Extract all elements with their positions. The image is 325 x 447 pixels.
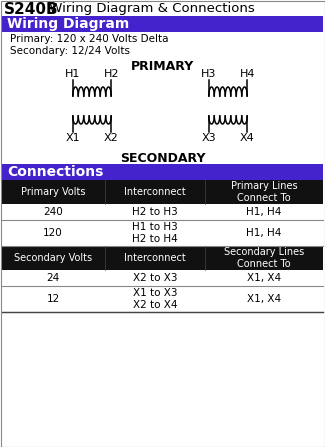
Text: H3: H3 — [201, 69, 216, 79]
Text: Primary Lines
Connect To: Primary Lines Connect To — [231, 181, 297, 203]
Text: Wiring Diagram: Wiring Diagram — [7, 17, 129, 31]
Text: Primary Volts: Primary Volts — [21, 187, 85, 197]
Text: X2 to X3: X2 to X3 — [133, 273, 177, 283]
Text: X2: X2 — [104, 133, 119, 143]
Text: X4: X4 — [240, 133, 254, 143]
Bar — [2, 246, 323, 270]
Text: H2: H2 — [103, 69, 119, 79]
Bar — [2, 180, 323, 204]
Text: H2 to H3: H2 to H3 — [132, 207, 178, 217]
Text: Connections: Connections — [7, 165, 103, 179]
Text: H1 to H3
H2 to H4: H1 to H3 H2 to H4 — [132, 222, 178, 244]
Text: Secondary Lines
Connect To: Secondary Lines Connect To — [224, 247, 304, 269]
Bar — [2, 270, 323, 286]
Text: 120: 120 — [43, 228, 63, 238]
Text: Secondary: 12/24 Volts: Secondary: 12/24 Volts — [10, 46, 130, 56]
Text: 24: 24 — [46, 273, 59, 283]
Text: 240: 240 — [43, 207, 63, 217]
Bar — [2, 164, 323, 180]
Text: H1: H1 — [65, 69, 81, 79]
Text: Interconnect: Interconnect — [124, 253, 186, 263]
Text: PRIMARY: PRIMARY — [131, 60, 195, 73]
Text: X3: X3 — [202, 133, 216, 143]
Text: 12: 12 — [46, 294, 59, 304]
Text: Wiring Diagram & Connections: Wiring Diagram & Connections — [45, 2, 255, 15]
Text: H1, H4: H1, H4 — [246, 228, 282, 238]
Text: X1 to X3
X2 to X4: X1 to X3 X2 to X4 — [133, 288, 177, 310]
Bar — [2, 220, 323, 246]
Text: H4: H4 — [240, 69, 255, 79]
Text: X1, X4: X1, X4 — [247, 294, 281, 304]
Text: X1, X4: X1, X4 — [247, 273, 281, 283]
Text: X1: X1 — [65, 133, 80, 143]
Text: Interconnect: Interconnect — [124, 187, 186, 197]
Text: H1, H4: H1, H4 — [246, 207, 282, 217]
Bar — [2, 204, 323, 220]
Text: SECONDARY: SECONDARY — [120, 152, 206, 165]
Bar — [2, 16, 323, 32]
Bar — [2, 286, 323, 312]
Text: Secondary Volts: Secondary Volts — [14, 253, 92, 263]
Text: Primary: 120 x 240 Volts Delta: Primary: 120 x 240 Volts Delta — [10, 34, 168, 44]
Text: S240B: S240B — [4, 2, 58, 17]
